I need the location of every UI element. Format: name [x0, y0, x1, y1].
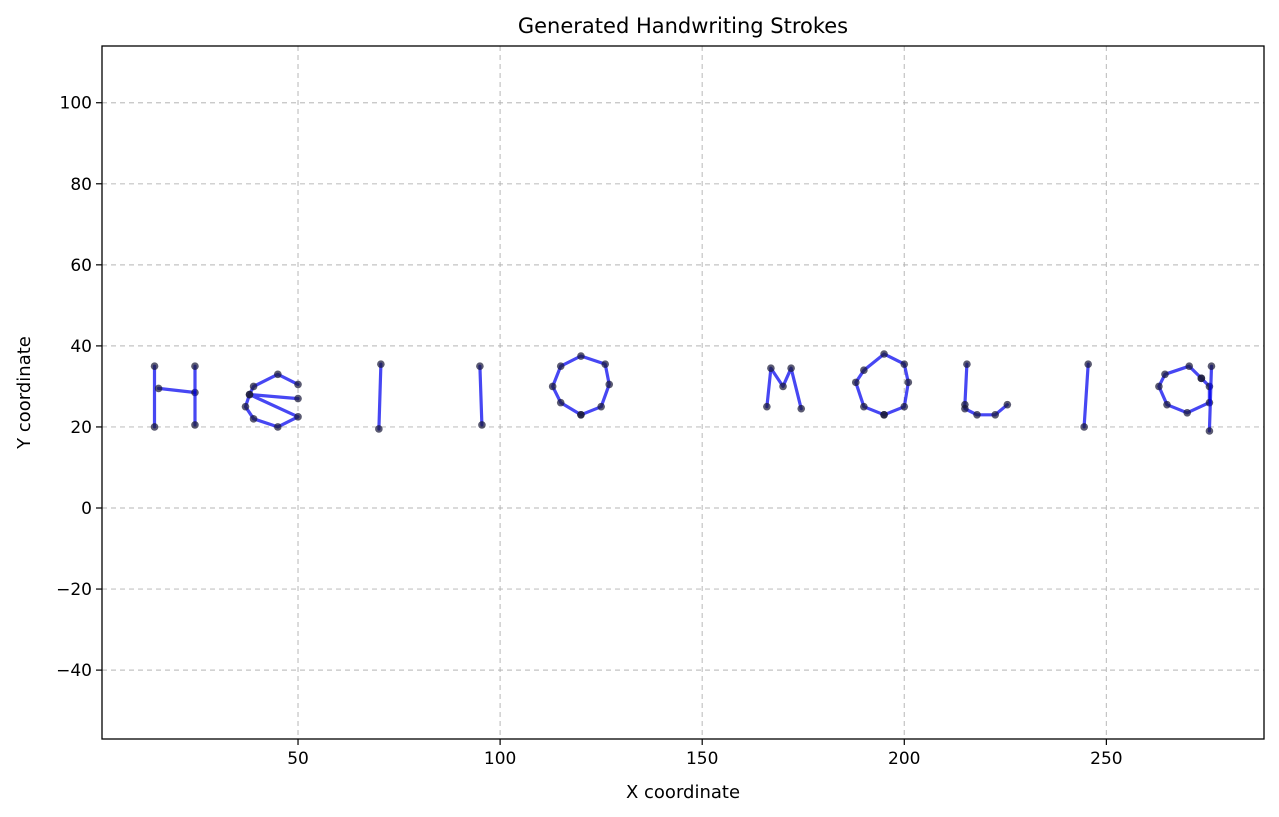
y-tick-label: 100 [60, 94, 92, 114]
stroke-point [900, 402, 909, 411]
x-tick-label: 200 [888, 749, 920, 769]
stroke-point [605, 380, 614, 389]
stroke-point [991, 410, 1000, 419]
stroke-point [1161, 370, 1169, 379]
y-axis-label: Y coordinate [14, 336, 35, 450]
stroke-point [1163, 400, 1171, 409]
stroke-point [963, 360, 971, 368]
grid-lines [102, 46, 1264, 739]
stroke-point [601, 360, 609, 368]
stroke-point [476, 362, 484, 370]
stroke-point [577, 410, 585, 419]
stroke-7 [548, 352, 614, 419]
stroke-point [1080, 423, 1088, 431]
stroke-line [478, 364, 484, 427]
y-tick-label: 60 [70, 256, 92, 276]
stroke-8 [763, 364, 806, 413]
y-tick-label: 80 [70, 175, 92, 195]
stroke-point [556, 362, 565, 370]
axis-ticks: 50 100 150 200 250 −40 −20 0 20 40 60 80 100 [56, 94, 1122, 769]
x-tick-label: 150 [686, 749, 718, 769]
stroke-13 [1205, 362, 1216, 435]
stroke-6 [476, 362, 486, 429]
stroke-12 [1155, 362, 1214, 417]
stroke-line [1082, 362, 1090, 429]
stroke-point [241, 402, 250, 411]
stroke-point [556, 398, 565, 407]
x-tick-label: 50 [287, 749, 309, 769]
stroke-line [243, 372, 300, 429]
y-tick-label: 0 [81, 499, 92, 519]
stroke-point [577, 352, 585, 360]
x-tick-label: 250 [1090, 749, 1122, 769]
stroke-point [150, 423, 159, 431]
stroke-10 [961, 360, 1012, 419]
stroke-point [1003, 400, 1012, 409]
chart-title: Generated Handwriting Strokes [518, 14, 848, 38]
stroke-line [1207, 364, 1214, 433]
stroke-point [900, 360, 909, 368]
stroke-1 [150, 362, 159, 431]
stroke-point [1084, 360, 1092, 368]
x-tick-label: 100 [484, 749, 516, 769]
stroke-point [1183, 408, 1192, 417]
stroke-2 [154, 384, 199, 397]
stroke-point [597, 402, 605, 411]
stroke-point [375, 425, 383, 433]
stroke-point [797, 404, 806, 413]
y-tick-label: 20 [70, 418, 92, 438]
stroke-point [763, 402, 771, 411]
stroke-point [787, 364, 795, 372]
stroke-point [245, 390, 254, 399]
plot-frame [101, 45, 1265, 740]
stroke-11 [1080, 360, 1092, 431]
stroke-point [548, 382, 557, 391]
x-axis-label: X coordinate [626, 782, 740, 803]
y-tick-label: 40 [70, 337, 92, 357]
stroke-point [1185, 362, 1194, 370]
stroke-point [1155, 382, 1163, 391]
y-tick-label: −20 [56, 580, 92, 600]
stroke-line [963, 362, 1009, 417]
stroke-point [779, 382, 787, 391]
stroke-point [1197, 374, 1206, 383]
stroke-point [294, 413, 302, 421]
stroke-5 [375, 360, 385, 433]
stroke-point [154, 384, 163, 393]
stroke-line [157, 386, 197, 395]
stroke-point [860, 402, 868, 411]
stroke-point [961, 404, 969, 413]
stroke-series [150, 350, 1216, 435]
stroke-point [860, 366, 868, 375]
stroke-point [249, 415, 258, 423]
stroke-point [851, 378, 860, 387]
stroke-line [377, 362, 383, 431]
stroke-point [904, 378, 913, 387]
y-tick-label: −40 [56, 661, 92, 681]
stroke-point [274, 423, 282, 431]
stroke-point [191, 362, 199, 370]
stroke-point [377, 360, 385, 368]
stroke-point [150, 362, 159, 370]
stroke-point [249, 382, 258, 391]
stroke-point [478, 421, 486, 429]
stroke-point [880, 410, 888, 419]
stroke-point [294, 394, 302, 403]
stroke-9 [851, 350, 913, 419]
stroke-point [1207, 362, 1216, 370]
stroke-4 [241, 370, 302, 431]
stroke-3 [191, 362, 199, 429]
stroke-point [274, 370, 282, 379]
stroke-point [880, 350, 888, 358]
stroke-point [294, 380, 302, 389]
stroke-point [767, 364, 775, 372]
stroke-point [191, 421, 199, 429]
stroke-point [973, 410, 981, 419]
stroke-point [1205, 427, 1214, 435]
